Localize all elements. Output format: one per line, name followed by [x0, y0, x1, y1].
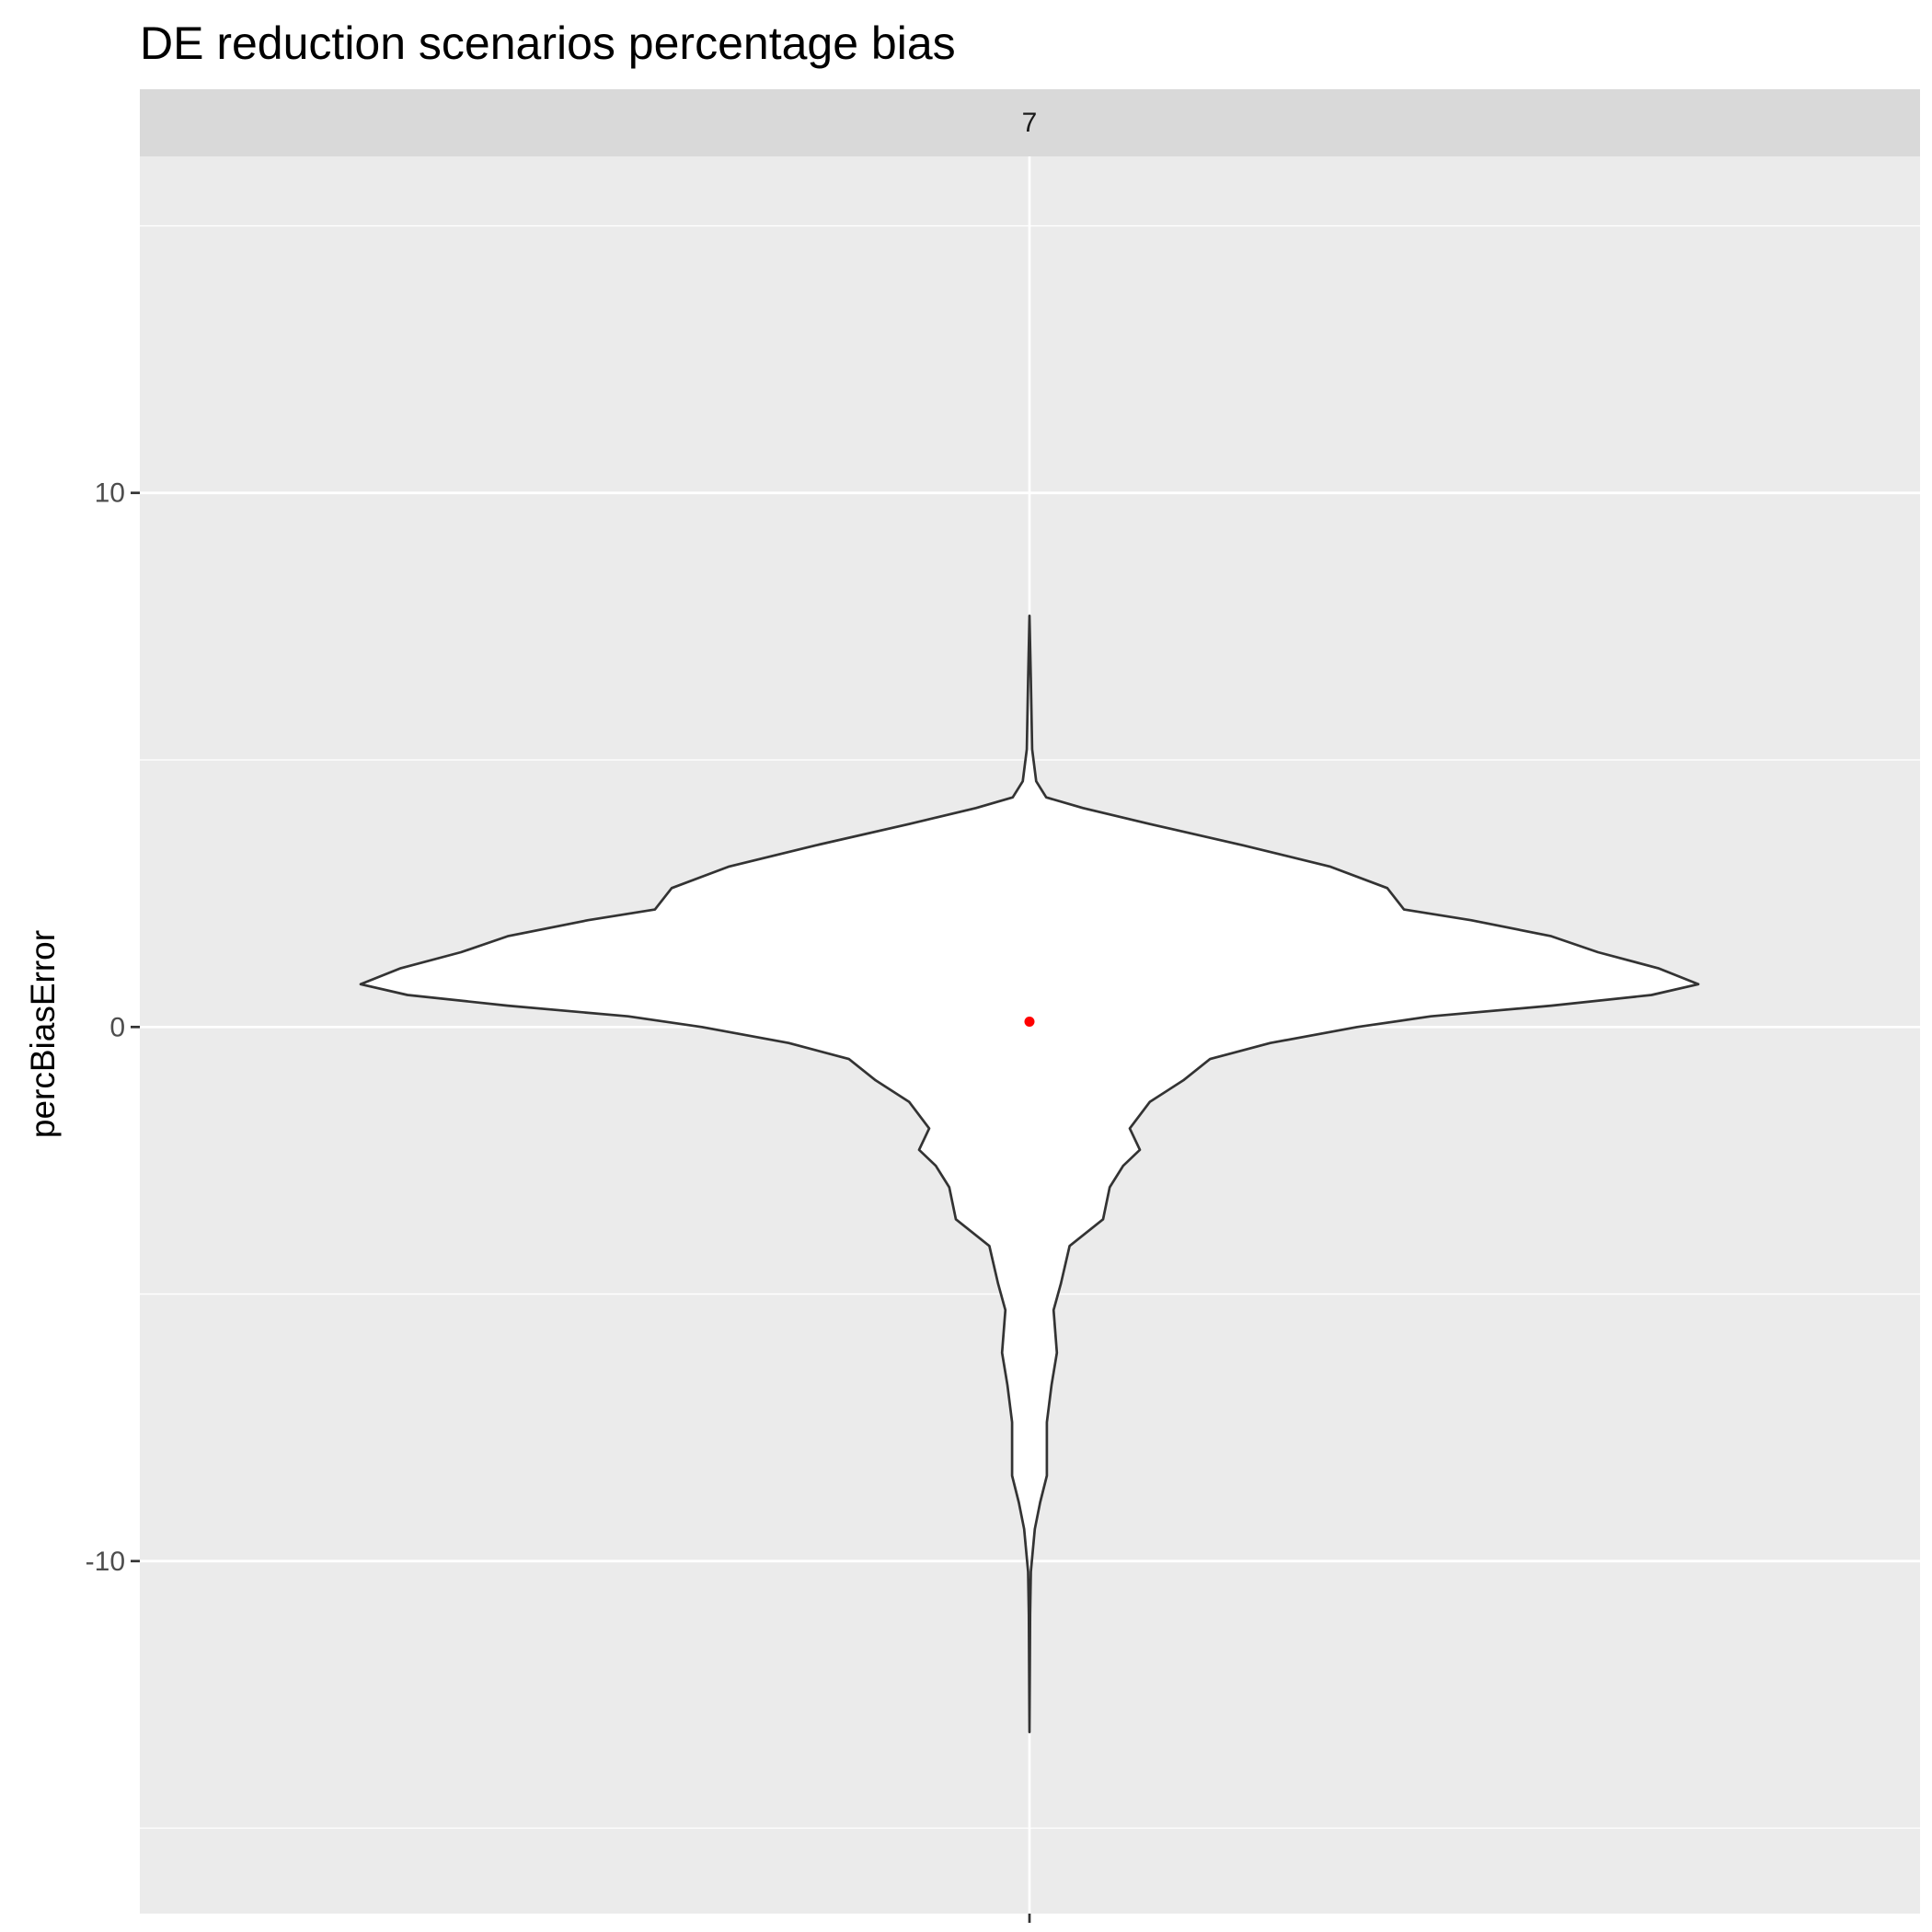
- y-tick-label: -10: [86, 1547, 125, 1577]
- mean-point: [1024, 1016, 1035, 1027]
- chart-title: DE reduction scenarios percentage bias: [140, 17, 956, 69]
- y-tick-label: 0: [109, 1012, 125, 1042]
- y-tick-label: 10: [95, 478, 125, 509]
- violin-shape: [359, 614, 1700, 1733]
- violin-group: [359, 614, 1700, 1733]
- y-axis-title: percBiasError: [24, 930, 62, 1138]
- facet-strip-label: 7: [1022, 108, 1038, 138]
- y-axis: -10 0 10: [86, 478, 1031, 1923]
- facet-strip: [140, 89, 1920, 156]
